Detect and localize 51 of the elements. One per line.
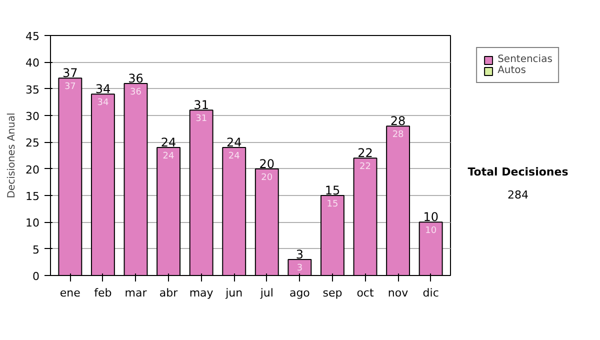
x-tick-label: sep [322, 286, 342, 300]
x-tick-label: jul [259, 286, 274, 300]
total-label: 24 [226, 136, 242, 150]
y-tick-label: 0 [32, 270, 40, 283]
y-tick-label: 30 [26, 110, 40, 123]
total-label: 28 [390, 114, 406, 128]
data-label: 34 [97, 98, 109, 108]
data-label: 22 [360, 162, 371, 172]
y-tick-label: 40 [26, 56, 40, 70]
text: Total Decisiones [468, 166, 569, 178]
legend-label: Autos [498, 65, 526, 76]
x-tick-label: mar [124, 286, 148, 300]
data-label: 15 [326, 200, 338, 210]
x-tick-label: ene [60, 286, 81, 300]
total-label: 24 [160, 136, 176, 150]
x-tick-label: ago [289, 286, 310, 300]
total-label: 37 [62, 66, 78, 80]
total-label: 3 [296, 248, 304, 262]
x-tick-label: abr [159, 286, 178, 300]
x-tick-label: dic [422, 286, 439, 300]
y-axis-title: Decisiones Anual [6, 112, 18, 198]
data-label: 37 [64, 82, 76, 92]
y-tick-label: 20 [26, 163, 40, 176]
total-label: 22 [358, 146, 373, 160]
data-label: 24 [162, 152, 175, 162]
data-label: 28 [392, 130, 404, 140]
data-label: 31 [196, 114, 208, 124]
y-tick-label: 15 [26, 190, 40, 203]
legend-label: Sentencias [498, 54, 552, 65]
x-tick-label: may [189, 286, 214, 300]
data-label: 3 [296, 264, 303, 274]
total-label: 20 [259, 156, 275, 171]
total-label: 36 [128, 72, 144, 86]
y-tick-label: 45 [26, 30, 40, 43]
total-label: 31 [194, 98, 209, 112]
text: 284 [508, 188, 528, 202]
y-tick-label: 35 [26, 83, 40, 96]
x-tick-label: feb [94, 286, 112, 300]
total-label: 15 [324, 184, 340, 198]
x-tick-label: nov [388, 286, 409, 300]
total-label: 34 [95, 82, 111, 96]
total-label: 10 [423, 210, 438, 224]
x-tick-label: oct [356, 286, 374, 300]
data-label: 36 [130, 88, 142, 98]
data-label: 10 [425, 226, 437, 236]
y-tick-label: 5 [32, 243, 40, 256]
x-tick-label: jun [224, 286, 243, 300]
data-label: 20 [261, 172, 273, 183]
data-label: 24 [228, 152, 240, 162]
y-tick-label: 25 [26, 136, 40, 150]
y-tick-label: 10 [26, 216, 40, 230]
